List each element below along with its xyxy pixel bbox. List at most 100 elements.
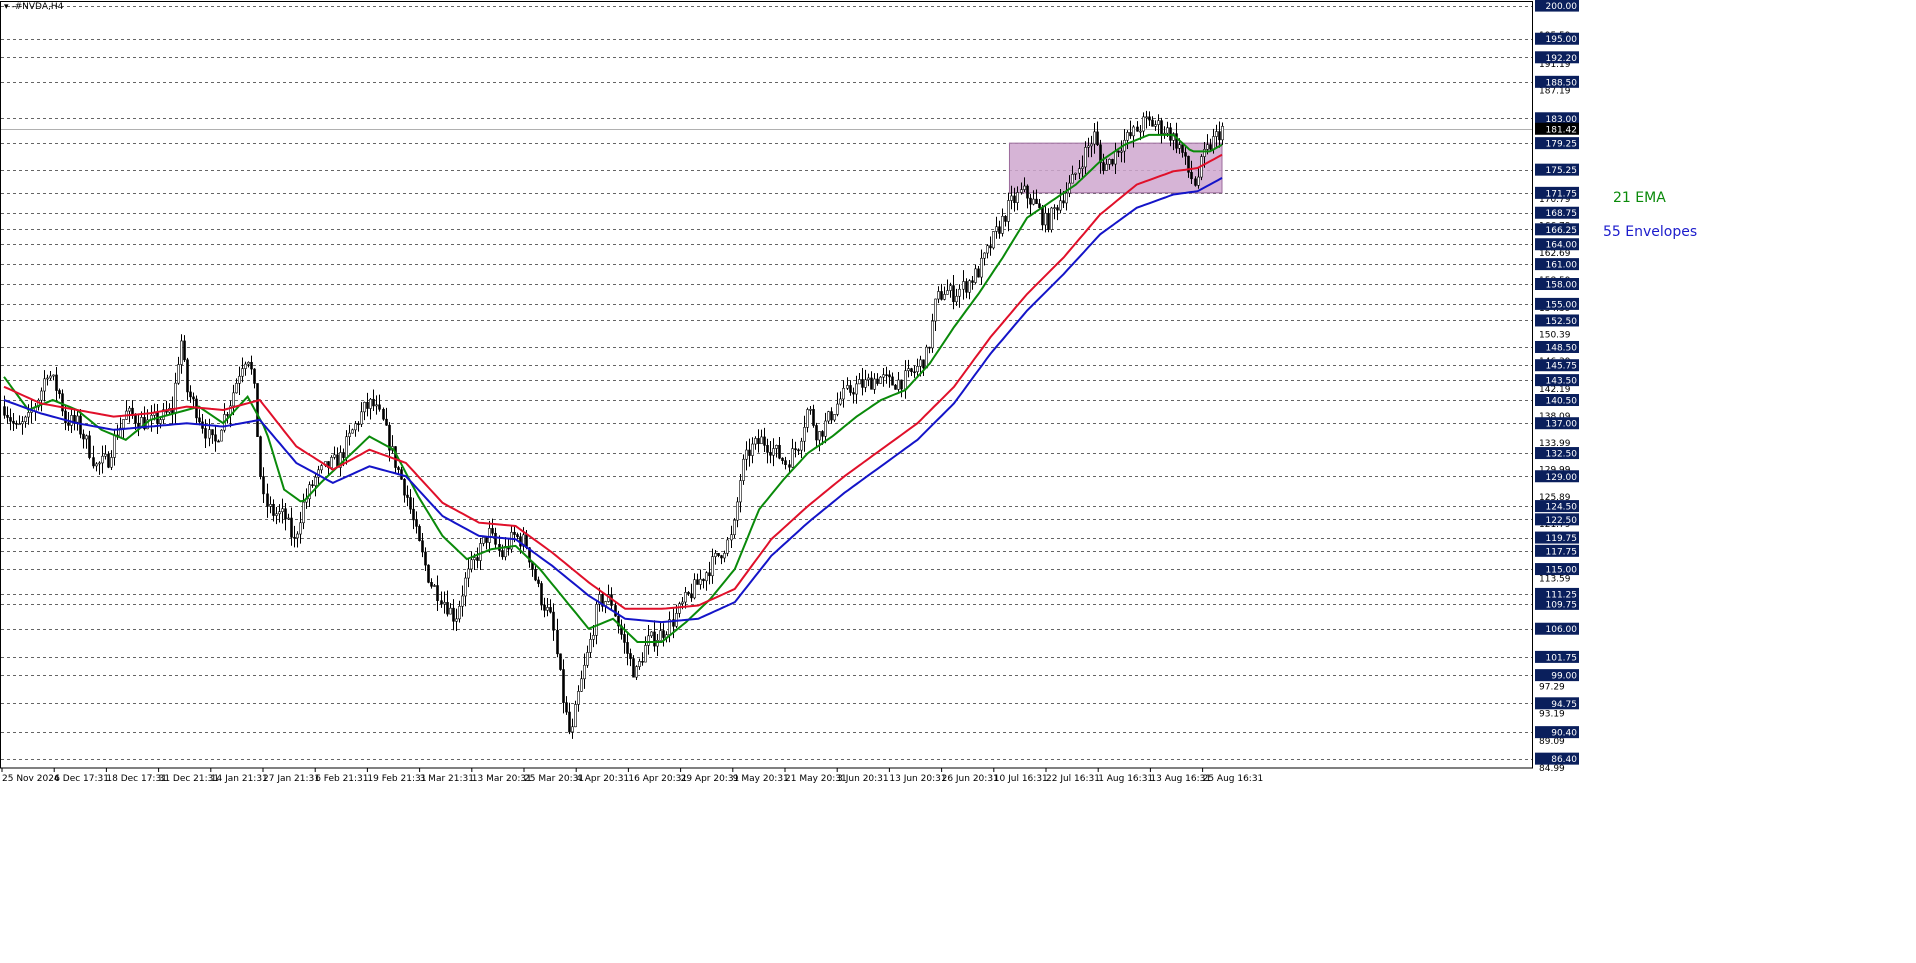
candle-body [998, 226, 1001, 234]
candle [1035, 189, 1038, 205]
candle-body [638, 661, 641, 667]
candle [269, 496, 272, 514]
candle-body [351, 429, 354, 434]
candle [98, 461, 101, 475]
candle-body [1187, 155, 1190, 173]
candle [791, 438, 794, 468]
candle-body [299, 522, 302, 535]
time-tick-label: 25 Mar 20:31 [524, 774, 584, 784]
candle-body [995, 226, 998, 232]
candle [363, 401, 366, 421]
candle-body [736, 501, 739, 521]
candle [1194, 176, 1197, 187]
candle [1038, 198, 1041, 210]
candle [739, 474, 742, 513]
candle [873, 373, 876, 394]
candle [61, 389, 64, 417]
candle [559, 653, 562, 671]
time-tick-label: 26 Jun 20:31 [942, 774, 999, 784]
level-label-box [1535, 500, 1579, 513]
candle [287, 513, 290, 520]
candle [211, 429, 214, 444]
candle [406, 485, 409, 507]
level-label: 106.00 [1535, 622, 1579, 635]
candle [162, 402, 165, 424]
candle-body [244, 363, 247, 369]
candle [635, 665, 638, 681]
candle [424, 547, 427, 571]
candle [595, 600, 598, 645]
candle-body [983, 252, 986, 259]
candle [757, 429, 760, 453]
candle [452, 599, 455, 631]
candle-body [534, 569, 537, 581]
candle-body [955, 295, 958, 303]
level-label: 143.50 [1535, 374, 1579, 387]
candle [708, 561, 711, 585]
candle-body [824, 420, 827, 437]
candle [302, 493, 305, 530]
candle [879, 375, 882, 384]
candle-body [781, 457, 784, 461]
price-tick-label: 113.59 [1539, 574, 1571, 584]
candle [461, 585, 464, 617]
candle-body [354, 423, 357, 431]
candle-body [311, 484, 314, 487]
candle-body [1190, 171, 1193, 180]
candle-body [754, 438, 757, 445]
candle-body [473, 557, 476, 561]
candle-body [562, 669, 565, 703]
candle-body [1157, 120, 1160, 125]
candle [772, 438, 775, 467]
candle [934, 298, 937, 332]
candle-body [189, 391, 192, 398]
candle-body [1084, 147, 1087, 168]
candle-body [1221, 126, 1224, 141]
candle [653, 620, 656, 652]
candle [418, 524, 421, 542]
candle-body [693, 579, 696, 599]
plot-frame [0, 1, 1533, 769]
indicator-line-envelope-upper [3, 153, 1223, 610]
candle [711, 548, 714, 584]
candle-body [1160, 120, 1163, 135]
level-label-text: 106.00 [1546, 625, 1578, 635]
candle-body [180, 340, 183, 365]
candle [256, 383, 259, 437]
candle-body [1120, 150, 1123, 153]
grid-lines [1, 6, 1532, 760]
candle [214, 426, 217, 452]
symbol-title[interactable]: ▾ -#NVDA,H4 [4, 2, 64, 12]
candle-body [977, 268, 980, 278]
candle-body [342, 452, 345, 458]
candle-body [67, 422, 70, 426]
candle-body [43, 378, 46, 392]
candle-body [842, 387, 845, 400]
candle-body [644, 645, 647, 663]
candle [1001, 208, 1004, 237]
candle-body [1096, 131, 1099, 146]
candle [736, 497, 739, 528]
candle [1050, 206, 1053, 233]
candle [1099, 139, 1102, 174]
candle-body [846, 385, 849, 389]
candle-body [339, 452, 342, 468]
candle [88, 430, 91, 460]
level-label-box [1535, 206, 1579, 219]
candle [607, 584, 610, 603]
level-label-box [1535, 563, 1579, 576]
candle-body [1114, 150, 1117, 165]
time-tick-label: 25 Nov 2024 [2, 774, 60, 784]
candle [904, 360, 907, 399]
candle-body [70, 415, 73, 426]
level-label-text: 140.50 [1546, 397, 1578, 407]
candle-body [730, 534, 733, 541]
candle [1078, 160, 1081, 180]
candle [684, 587, 687, 609]
level-label-text: 179.25 [1546, 140, 1578, 150]
candle [1209, 138, 1212, 152]
current-price-box [1535, 122, 1579, 135]
candle-body [1151, 119, 1154, 127]
candle [220, 429, 223, 442]
